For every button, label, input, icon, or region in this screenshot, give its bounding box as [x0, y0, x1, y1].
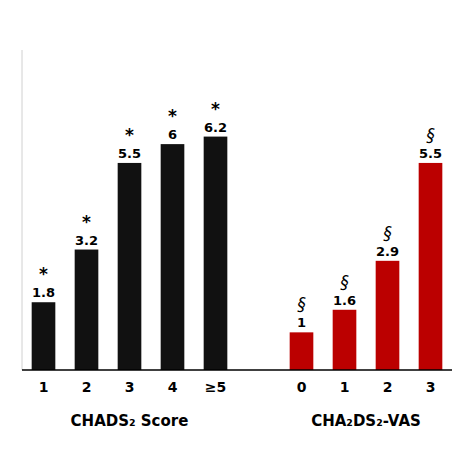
x-tick-label: 3: [125, 379, 135, 395]
bar-symbol: §: [383, 223, 392, 243]
bar: [376, 261, 400, 370]
value-label: 1: [297, 315, 306, 330]
bar: [204, 137, 228, 370]
bar-symbol: §: [340, 272, 349, 292]
x-tick-label: ≥5: [205, 379, 226, 395]
value-label: 5.5: [419, 146, 442, 161]
x-tick-label: 0: [297, 379, 307, 395]
y-range-line: [22, 50, 23, 370]
bar-symbol: §: [426, 125, 435, 145]
bar: [290, 332, 314, 370]
x-tick-label: 1: [39, 379, 49, 395]
value-label: 3.2: [75, 233, 98, 248]
bar-symbol: *: [82, 212, 91, 232]
bar-symbol: *: [39, 264, 48, 284]
bar: [75, 250, 99, 370]
bars: [32, 137, 443, 370]
value-label: 2.9: [376, 244, 399, 259]
bar: [419, 163, 443, 370]
bar: [32, 302, 56, 370]
x-tick-label: 2: [82, 379, 92, 395]
bar: [333, 310, 357, 370]
chart: 1.8*13.2*25.5*36*46.2*≥5CHADS₂ Score1§01…: [0, 0, 474, 474]
x-axis-label: CHADS₂ Score: [71, 412, 189, 430]
labels: 1.8*13.2*25.5*36*46.2*≥5CHADS₂ Score1§01…: [32, 99, 442, 430]
x-tick-label: 4: [168, 379, 178, 395]
bar-symbol: *: [211, 99, 220, 119]
bar: [118, 163, 142, 370]
x-tick-label: 3: [426, 379, 436, 395]
bar-symbol: *: [125, 125, 134, 145]
x-axis-line: [22, 369, 452, 371]
value-label: 6: [168, 127, 177, 142]
x-axis-label: CHA₂DS₂-VAS: [311, 412, 421, 430]
bar: [161, 144, 185, 370]
x-tick-label: 1: [340, 379, 350, 395]
bar-symbol: §: [297, 294, 306, 314]
x-tick-label: 2: [383, 379, 393, 395]
value-label: 1.6: [333, 293, 356, 308]
bar-symbol: *: [168, 106, 177, 126]
value-label: 5.5: [118, 146, 141, 161]
value-label: 6.2: [204, 120, 227, 135]
value-label: 1.8: [32, 285, 55, 300]
